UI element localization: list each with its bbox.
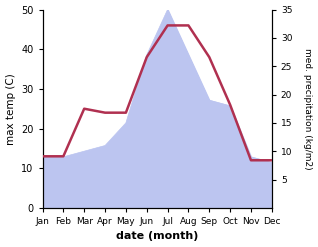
Y-axis label: max temp (C): max temp (C) xyxy=(5,73,16,144)
Y-axis label: med. precipitation (kg/m2): med. precipitation (kg/m2) xyxy=(303,48,313,169)
X-axis label: date (month): date (month) xyxy=(116,231,198,242)
